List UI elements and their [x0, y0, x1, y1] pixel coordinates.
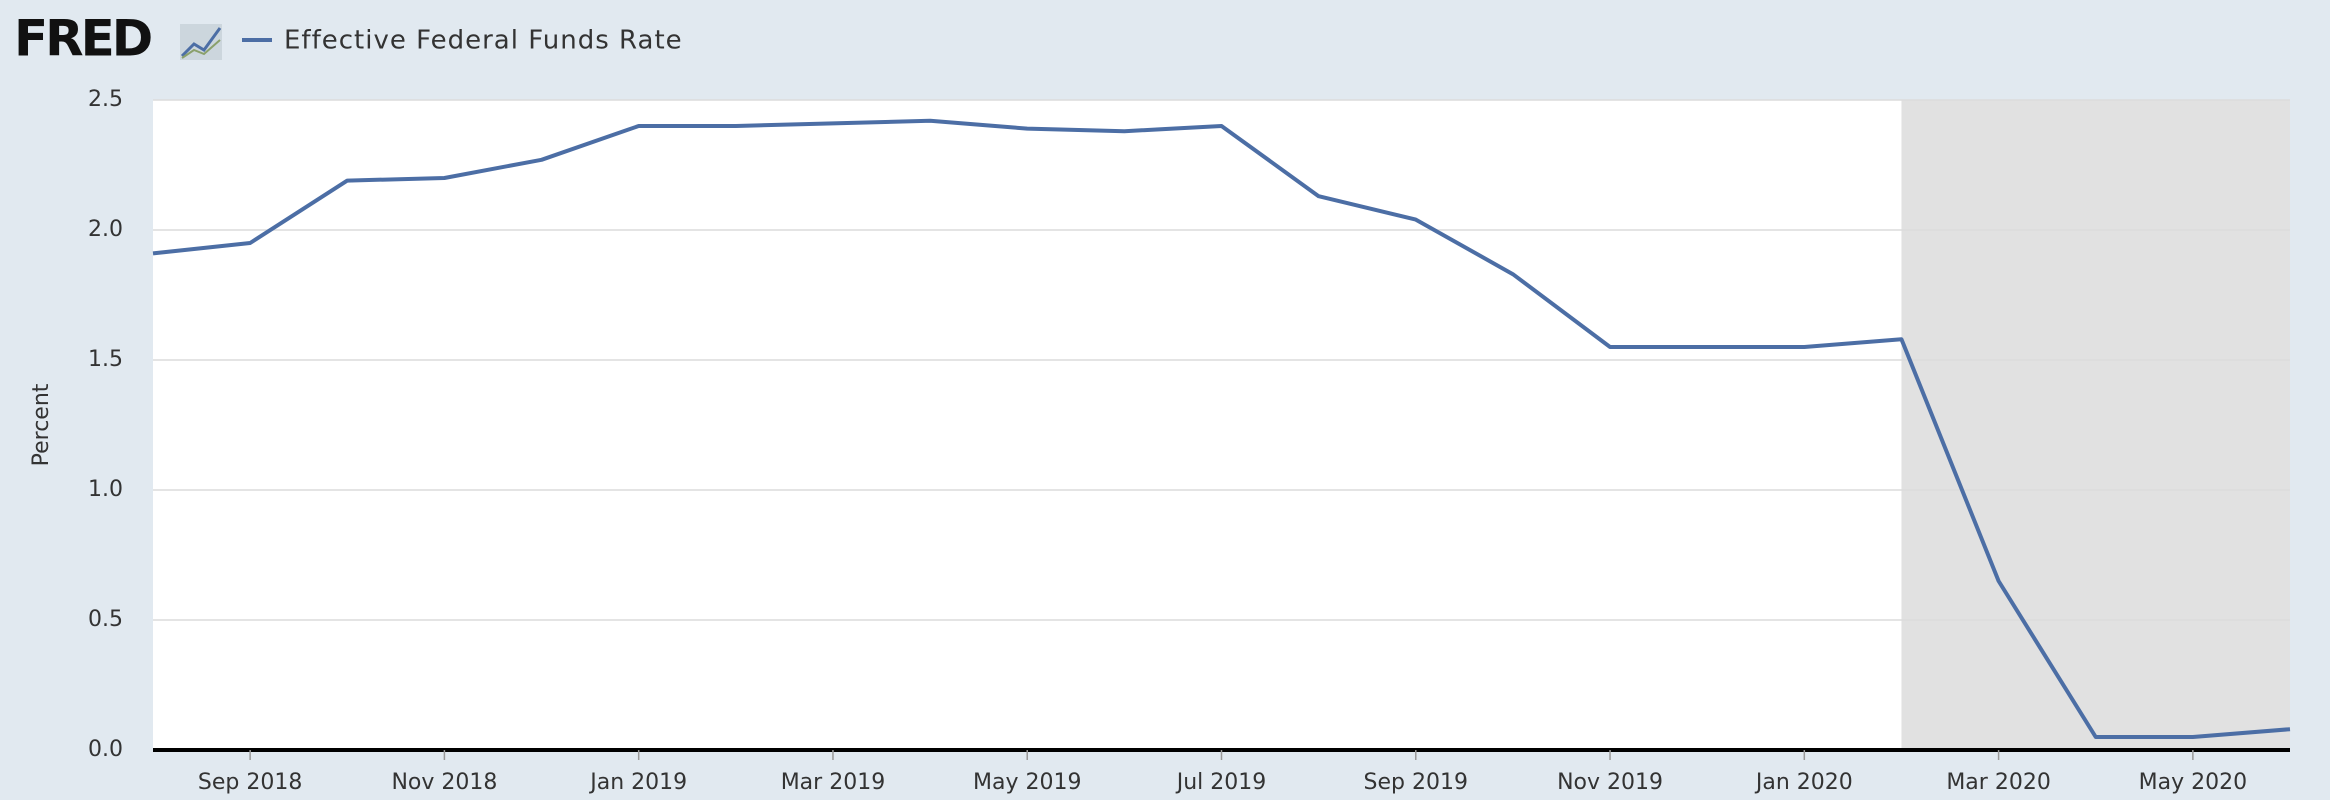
x-tick-label: Jul 2019	[1175, 770, 1267, 795]
data-line	[152, 118, 2291, 739]
x-tick-label: Sep 2019	[1364, 770, 1468, 795]
y-axis-label: Percent	[29, 383, 54, 466]
x-tick-label: Mar 2020	[1946, 770, 2051, 795]
x-tick-label: Mar 2019	[781, 770, 886, 795]
x-tick-label: Jan 2019	[588, 770, 687, 795]
legend-label: Effective Federal Funds Rate	[284, 26, 683, 56]
x-tick-label: Nov 2019	[1557, 770, 1663, 795]
x-tick-label: Nov 2018	[391, 770, 497, 795]
logo-icon	[180, 24, 222, 60]
x-tick-label: May 2019	[973, 770, 1081, 795]
y-tick-label: 2.5	[88, 87, 123, 112]
y-tick-label: 2.0	[88, 217, 123, 242]
logo: FRED	[14, 10, 151, 68]
x-tick-label: Jan 2020	[1754, 770, 1853, 795]
y-tick-label: 1.5	[88, 347, 123, 372]
recession-shade	[1901, 100, 2290, 750]
y-tick-label: 1.0	[88, 477, 123, 502]
x-tick-label: Sep 2018	[198, 770, 302, 795]
y-tick-label: 0.0	[88, 737, 123, 762]
x-tick-label: May 2020	[2139, 770, 2247, 795]
y-tick-label: 0.5	[88, 607, 123, 632]
